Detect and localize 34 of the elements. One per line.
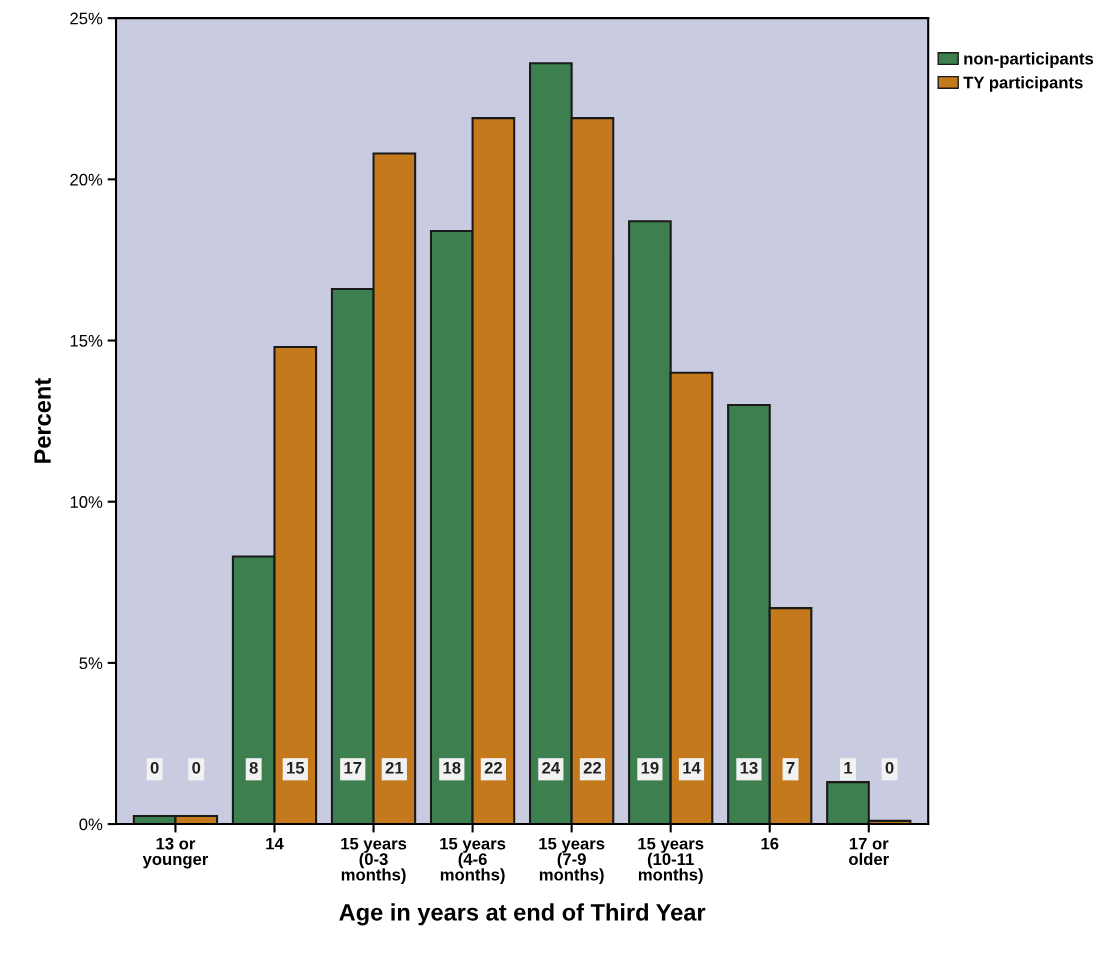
y-tick-label: 20% [70,173,103,186]
data-label: 24 [542,761,561,774]
y-tick-label: 5% [79,657,103,670]
legend-label: non-participants [964,52,1094,68]
legend-label: TY participants [963,76,1083,92]
x-axis-title: Age in years at end of Third Year [339,903,706,926]
x-tick-label: 15 years (0-3 months) [341,837,407,884]
data-label: 1 [844,762,853,774]
x-tick-label: 15 years (7-9 months) [539,837,605,884]
x-tick-label: 16 [761,837,779,850]
x-tick-label: 13 or younger [142,837,209,869]
data-label: 21 [385,761,404,774]
data-label: 17 [344,762,362,774]
y-tick-label: 10% [70,496,103,508]
y-tick-label: 15% [70,335,103,347]
data-label: 19 [641,761,659,774]
data-label: 14 [683,762,701,774]
data-label: 15 [287,762,305,774]
x-tick-label: 15 years (10-11 months) [638,837,704,884]
data-label: 22 [583,761,602,774]
data-label: 7 [786,762,795,774]
data-label: 22 [484,761,502,774]
data-label: 0 [150,761,159,774]
x-tick-label: 14 [266,837,284,850]
y-tick-label: 25% [70,12,103,25]
y-tick-label: 0% [79,818,103,831]
y-axis-title: Percent [34,378,51,463]
data-label: 8 [249,761,258,774]
data-label: 18 [443,761,461,774]
data-label: 0 [885,761,894,774]
data-label: 13 [740,761,758,774]
x-tick-label: 15 years (4-6 months) [440,837,506,884]
data-label: 0 [192,761,201,774]
x-tick-label: 17 or older [849,837,889,866]
